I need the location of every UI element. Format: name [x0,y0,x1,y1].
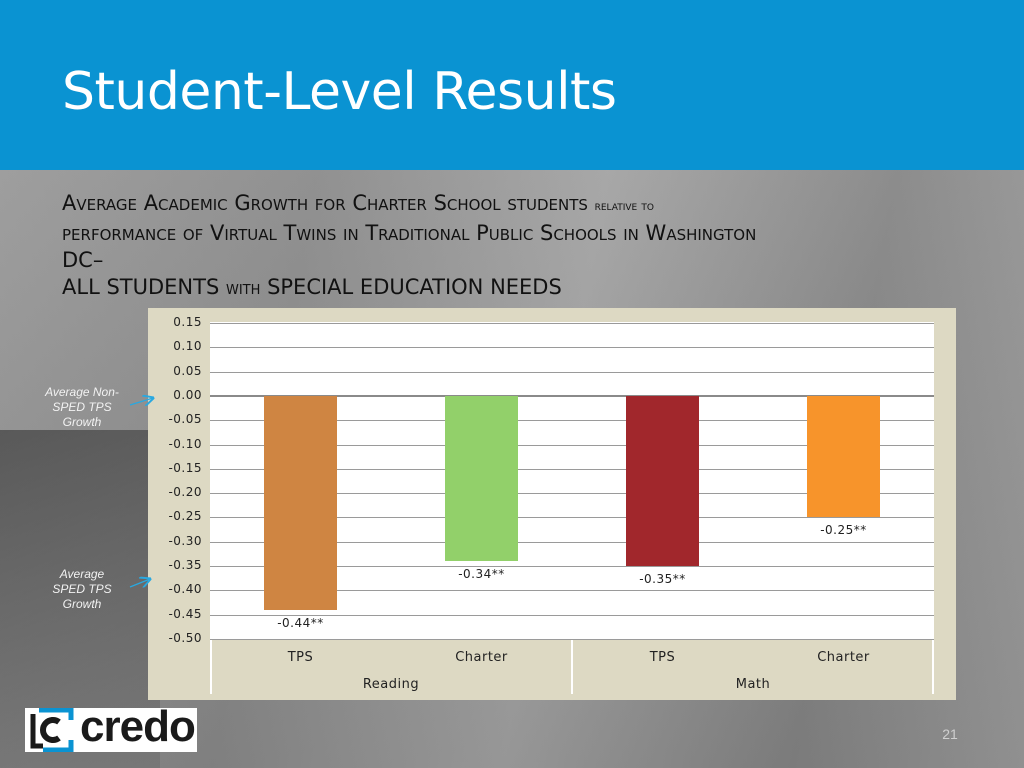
data-label: -0.44** [255,615,346,630]
subtitle-line-4-c: SPECIAL EDUCATION NEEDS [267,275,562,299]
y-tick-label: -0.30 [168,533,202,548]
gridline [210,614,934,616]
gridline [210,347,934,349]
y-tick-label: -0.25 [168,509,202,524]
subtitle-line-4-a: ALL STUDENTS [62,275,220,299]
category-label: Charter [455,650,508,665]
logo-box [25,708,197,752]
title-banner [0,0,1024,170]
y-tick-label: -0.05 [168,412,202,427]
bar-reading-charter [445,395,518,562]
zero-baseline [210,394,934,397]
gridline [210,590,934,592]
group-divider [571,640,573,694]
category-label: TPS [287,650,314,665]
subtitle-line-4-b: WITH [225,283,261,298]
bar-math-charter [807,395,880,518]
subtitle-line-4: ALL STUDENTS WITH SPECIAL EDUCATION NEED… [62,274,962,304]
y-tick-label: 0.00 [173,387,202,402]
data-label: -0.25** [798,523,889,538]
credo-bracket-c-icon [30,708,74,752]
subtitle-line-3: DC– [62,248,104,272]
data-label: -0.34** [436,567,527,582]
gridline [210,371,934,373]
y-tick-label: -0.35 [168,558,202,573]
gridline [210,323,934,324]
arrow-non-sped [129,398,153,405]
subtitle-line-1-main: Average Academic Growth for Charter Scho… [62,191,588,215]
gridline [210,566,934,568]
gridline [210,517,934,519]
data-label: -0.35** [617,572,708,587]
logo-wordmark: credo [80,702,196,751]
group-label: Math [735,677,771,692]
bar-reading-tps [264,395,337,610]
gridline [210,639,934,640]
y-tick-label: -0.40 [168,582,202,597]
y-tick-label: 0.15 [173,315,202,329]
bar-math-tps [626,395,699,567]
slide-title: Student-Level Results [62,62,617,122]
arrow-sped [129,579,150,587]
annotation-non-sped: Average Non-SPED TPS Growth [45,385,119,429]
gridline [210,444,934,446]
gridline [210,420,934,422]
y-tick-label: 0.10 [173,339,202,354]
subtitle-line-2: performance of Virtual Twins in Traditio… [62,221,757,245]
gridline [210,468,934,470]
y-tick-label: -0.15 [168,460,202,475]
category-label: Charter [817,650,870,665]
y-tick-label: -0.10 [168,436,202,451]
category-label: TPS [649,650,676,665]
subtitle-line-1: Average Academic Growth for Charter Scho… [62,190,962,220]
y-tick-label: -0.45 [168,606,202,621]
chart-subtitle: Average Academic Growth for Charter Scho… [62,190,962,304]
y-tick-label: -0.50 [168,631,202,645]
gridline [210,541,934,543]
y-tick-label: -0.20 [168,485,202,500]
gridline [210,493,934,495]
group-label: Reading [362,677,420,692]
subtitle-line-1-small: relative to [594,199,654,214]
annotation-sped: Average SPED TPS Growth [52,567,112,611]
y-tick-label: 0.05 [173,363,202,378]
page-number: 21 [942,726,958,742]
